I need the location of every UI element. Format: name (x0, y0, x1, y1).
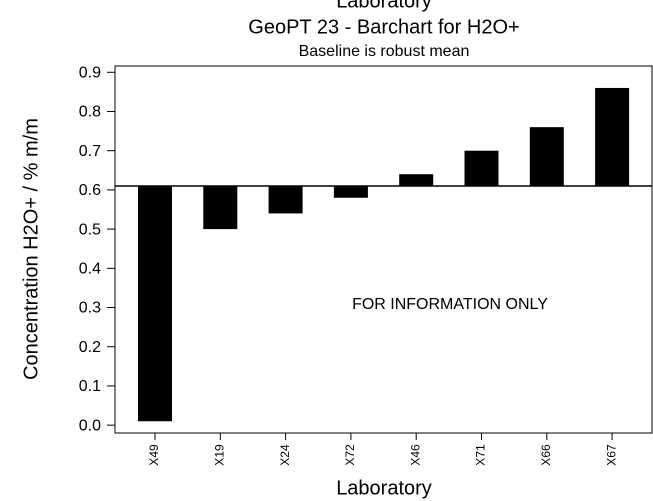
y-tick-label: 0.1 (79, 378, 101, 395)
y-tick-label: 0.2 (79, 339, 101, 356)
y-tick-label: 0.3 (79, 300, 101, 317)
x-tick-label: X24 (278, 444, 292, 466)
bar (268, 185, 303, 214)
chart-subtitle: Baseline is robust mean (299, 43, 470, 60)
x-tick-label: X66 (539, 444, 553, 466)
bar (203, 185, 238, 230)
x-tick-label: X19 (212, 444, 226, 466)
x-tick-label: X49 (147, 444, 161, 466)
y-tick-label: 0.0 (79, 417, 101, 434)
bar (529, 127, 564, 186)
y-tick-label: 0.7 (79, 143, 101, 160)
bar (464, 150, 499, 186)
annotation: FOR INFORMATION ONLY (352, 296, 548, 313)
x-tick-label: X71 (474, 444, 488, 466)
x-tick-label: X46 (408, 444, 422, 466)
y-tick-label: 0.8 (79, 104, 101, 121)
y-tick-label: 0.4 (79, 261, 101, 278)
y-tick-label: 0.5 (79, 221, 101, 238)
bar (595, 87, 630, 186)
bar (333, 185, 368, 198)
bar (399, 174, 434, 186)
x-tick-label: X72 (343, 444, 357, 466)
y-tick-label: 0.9 (79, 64, 101, 81)
bar (138, 185, 172, 422)
y-axis-label: Concentration H2O+ / % m/m (20, 118, 42, 380)
top-label: Laboratory (336, 0, 432, 12)
y-tick-label: 0.6 (79, 182, 101, 199)
chart-title: GeoPT 23 - Barchart for H2O+ (248, 16, 519, 38)
x-tick-label: X67 (604, 444, 618, 466)
plot-frame (114, 65, 653, 434)
x-axis-label: Laboratory (336, 477, 432, 499)
